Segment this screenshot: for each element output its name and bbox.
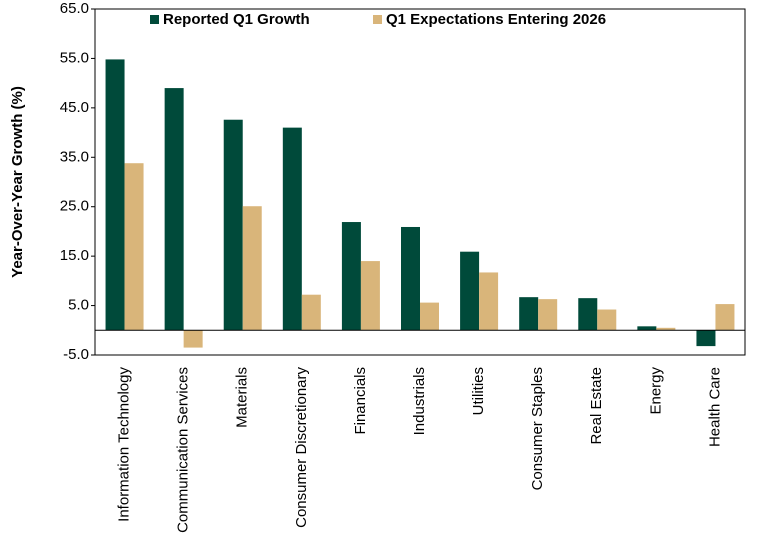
bar — [479, 272, 499, 331]
x-tick-label: Information Technology — [116, 367, 133, 522]
y-tick-label: 15.0 — [60, 247, 89, 264]
bar — [696, 330, 716, 347]
bar — [420, 302, 439, 331]
legend-text: Q1 Expectations Entering 2026 — [386, 11, 606, 28]
bar — [301, 294, 321, 331]
y-tick-label: -5.0 — [63, 346, 89, 363]
legend-text: Reported Q1 Growth — [163, 11, 310, 28]
x-tick-label: Health Care — [706, 367, 723, 447]
x-tick-label: Utilities — [470, 367, 487, 415]
bar — [637, 326, 657, 331]
bar — [164, 88, 184, 331]
x-tick-label: Industrials — [411, 367, 428, 435]
y-tick-label: 5.0 — [68, 297, 89, 314]
legend-swatch — [373, 15, 382, 24]
bar — [460, 251, 480, 331]
bar — [223, 119, 243, 331]
bar — [360, 261, 380, 331]
bar — [183, 330, 203, 348]
x-tick-label: Communication Services — [175, 367, 192, 533]
legend-swatch — [150, 15, 159, 24]
bar — [519, 297, 539, 331]
y-tick-label: 25.0 — [60, 198, 89, 215]
bar — [656, 327, 676, 331]
bar — [242, 206, 262, 331]
x-tick-label: Materials — [234, 367, 251, 428]
y-tick-label: 45.0 — [60, 99, 89, 116]
bar — [341, 222, 361, 331]
x-tick-label: Consumer Staples — [529, 367, 546, 490]
y-tick-label: 65.0 — [60, 0, 89, 17]
y-axis-title: Year-Over-Year Growth (%) — [9, 86, 26, 278]
bar — [105, 59, 125, 331]
plot-frame — [94, 8, 746, 356]
bar — [538, 299, 558, 331]
bar — [124, 163, 144, 331]
y-tick-label: 35.0 — [60, 148, 89, 165]
bar — [597, 309, 617, 331]
bar — [282, 127, 302, 331]
x-tick-label: Real Estate — [588, 367, 605, 445]
bar — [578, 298, 598, 331]
bar — [715, 304, 735, 331]
x-tick-label: Energy — [647, 367, 664, 415]
y-tick-label: 55.0 — [60, 49, 89, 66]
x-tick-label: Consumer Discretionary — [293, 367, 310, 528]
bar — [401, 226, 420, 331]
x-tick-label: Financials — [352, 367, 369, 435]
